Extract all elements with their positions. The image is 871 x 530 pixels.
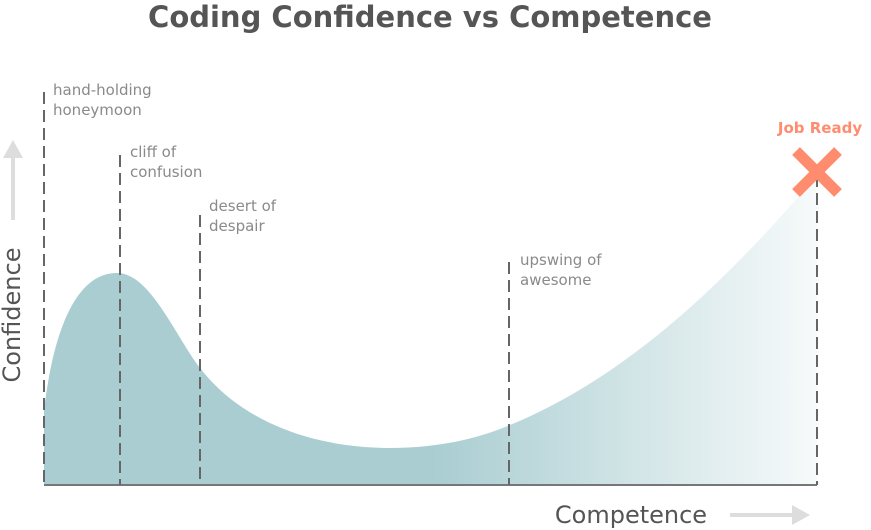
stage-label-upswing-2: awesome [520, 271, 592, 289]
x-mark-icon [792, 147, 842, 197]
stage-label-desert-1: desert of [209, 197, 277, 215]
stage-label-cliff-1: cliff of [130, 143, 177, 161]
arrow-up-icon [3, 140, 23, 220]
arrow-right-icon [730, 505, 810, 525]
job-ready-label: Job Ready [777, 119, 862, 137]
chart-title: Coding Confidence vs Competence [148, 0, 712, 34]
y-axis-label: Confidence [0, 248, 26, 383]
confidence-curve-area [44, 175, 817, 485]
stage-label-desert-2: despair [209, 217, 265, 235]
stage-label-honeymoon-2: honeymoon [53, 101, 142, 119]
x-axis-label: Competence [555, 501, 707, 529]
stage-label-upswing-1: upswing of [520, 251, 602, 269]
stage-label-cliff-2: confusion [130, 163, 202, 181]
stage-label-honeymoon-1: hand-holding [53, 81, 152, 99]
